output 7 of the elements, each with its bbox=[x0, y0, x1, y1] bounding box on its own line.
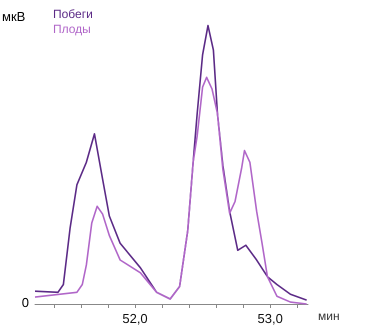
x-tick-label: 53,0 bbox=[258, 311, 283, 326]
x-axis-title: мин bbox=[318, 309, 340, 323]
y-axis-title: мкВ bbox=[2, 9, 26, 24]
text: Плоды bbox=[53, 22, 91, 36]
text: 0 bbox=[22, 295, 30, 310]
x-tick-label: 52,0 bbox=[122, 311, 148, 326]
text: Побеги bbox=[53, 7, 93, 21]
